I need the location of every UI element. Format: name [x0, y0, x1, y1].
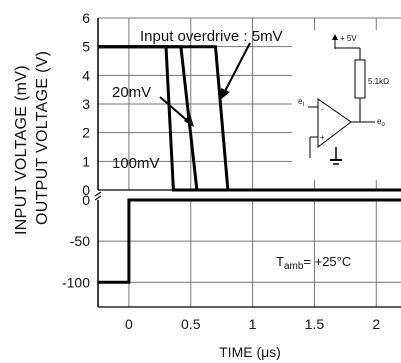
x-tick-label: 0 [125, 316, 133, 332]
circuit-minus-label: - [321, 105, 324, 114]
annotation-arrowhead-20mv [184, 114, 194, 127]
y-tick-label-top: 0 [82, 182, 90, 198]
y-tick-label-top: 3 [82, 96, 90, 112]
y-tick-label-bottom: -50 [70, 233, 90, 249]
x-tick-label: 0.5 [181, 316, 201, 332]
x-tick-label: 2 [372, 316, 380, 332]
x-axis-label: TIME (μs) [219, 344, 281, 360]
circuit-supply-label: + 5V [340, 34, 357, 43]
annotation-100mv: 100mV [112, 155, 160, 172]
axis-break-mark [94, 191, 102, 201]
series-layer [98, 45, 401, 284]
annotation-arrow-20mv [159, 96, 191, 124]
y-tick-label-top: 5 [82, 39, 90, 55]
y-axis-label-input: INPUT VOLTAGE (mV) [13, 65, 30, 235]
y-tick-label-bottom: 0 [82, 192, 90, 208]
series-line-input-0 [98, 198, 401, 284]
circuit-inset-bg [292, 30, 401, 180]
circuit-opamp [317, 98, 352, 149]
temperature-annotation-tail: = +25°C [303, 254, 351, 269]
circuit-input-label-sub: I [302, 102, 304, 108]
circuit-resistor [354, 59, 366, 99]
circuit-inset: + 5V 5.1kΩ - + eo eI [292, 30, 401, 180]
circuit-input-label-main: e [298, 97, 303, 106]
annotation-20mv: 20mV [112, 84, 151, 101]
temperature-annotation-t: T [276, 254, 284, 269]
x-tick-label: 1 [249, 316, 257, 332]
y-tick-label-top: 1 [82, 153, 90, 169]
y-axis-label-output: OUTPUT VOLTAGE (V) [34, 51, 51, 225]
temperature-annotation-sub: amb [284, 261, 304, 272]
x-tick-label: 1.5 [305, 316, 325, 332]
circuit-resistor-label: 5.1kΩ [368, 77, 389, 86]
annotation-arrowhead-5mv [220, 88, 230, 100]
circuit-input-label: eI [298, 97, 304, 108]
circuit-supply-arrowhead [332, 34, 338, 40]
temperature-annotation: Tamb= +25°C [276, 254, 351, 272]
annotation-5mv: Input overdrive : 5mV [140, 28, 283, 45]
circuit-output-label-sub: o [381, 122, 385, 128]
series-line-output-2 [98, 45, 401, 192]
circuit-output-label: eo [377, 117, 385, 128]
y-tick-label-top: 2 [82, 125, 90, 141]
y-tick-label-bottom: -100 [62, 274, 90, 290]
tick-layer: 0 1 2 3 4 5 6 0 -50 -100 0 0.5 1 1.5 2 [62, 10, 380, 332]
y-tick-label-top: 4 [82, 67, 90, 83]
annotation-arrow-5mv [222, 42, 251, 96]
y-tick-label-top: 6 [82, 10, 90, 26]
circuit-output-label-main: e [377, 117, 382, 126]
circuit-plus-label: + [320, 133, 325, 142]
